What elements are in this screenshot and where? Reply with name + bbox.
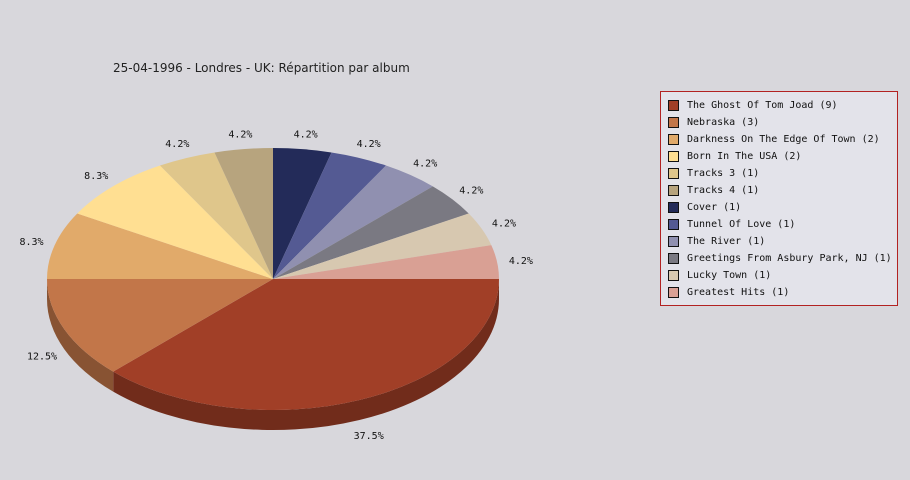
slice-percent-label-6: 4.2% xyxy=(294,129,318,140)
legend-item-8: The River (1) xyxy=(668,233,897,250)
slice-percent-label-2: 8.3% xyxy=(19,237,43,248)
slice-percent-label-3: 8.3% xyxy=(84,171,108,182)
legend-swatch-1 xyxy=(668,117,679,128)
pie-side-0 xyxy=(113,279,499,430)
legend-label-10: Lucky Town (1) xyxy=(687,270,772,281)
legend-item-3: Born In The USA (2) xyxy=(668,148,897,165)
slice-percent-label-9: 4.2% xyxy=(459,186,483,197)
legend-swatch-7 xyxy=(668,219,679,230)
legend-label-9: Greetings From Asbury Park, NJ (1) xyxy=(687,253,892,264)
slice-percent-label-0: 37.5% xyxy=(354,431,384,442)
legend-swatch-4 xyxy=(668,168,679,179)
legend-label-7: Tunnel Of Love (1) xyxy=(687,219,796,230)
legend-label-8: The River (1) xyxy=(687,236,766,247)
pie-slice-9 xyxy=(273,186,469,279)
legend-label-4: Tracks 3 (1) xyxy=(687,168,760,179)
pie-slice-1 xyxy=(47,279,273,372)
pie-slice-4 xyxy=(160,152,273,279)
slice-percent-label-10: 4.2% xyxy=(492,219,516,230)
legend-label-5: Tracks 4 (1) xyxy=(687,185,760,196)
legend-item-6: Cover (1) xyxy=(668,199,897,216)
pie-slice-11 xyxy=(273,245,499,279)
pie-slice-7 xyxy=(273,152,386,279)
slice-percent-label-11: 4.2% xyxy=(509,256,533,267)
legend-label-0: The Ghost Of Tom Joad (9) xyxy=(687,100,838,111)
legend-label-6: Cover (1) xyxy=(687,202,742,213)
pie-slice-0 xyxy=(113,279,499,411)
legend-swatch-5 xyxy=(668,185,679,196)
legend-item-1: Nebraska (3) xyxy=(668,114,897,131)
legend-swatch-3 xyxy=(668,151,679,162)
pie-slice-8 xyxy=(273,165,433,279)
legend-swatch-8 xyxy=(668,236,679,247)
legend-swatch-11 xyxy=(668,287,679,298)
slice-percent-label-7: 4.2% xyxy=(357,139,381,150)
slice-percent-label-1: 12.5% xyxy=(27,351,57,362)
pie-slice-3 xyxy=(77,165,273,279)
legend-item-7: Tunnel Of Love (1) xyxy=(668,216,897,233)
legend-item-10: Lucky Town (1) xyxy=(668,267,897,284)
chart-title: 25-04-1996 - Londres - UK: Répartition p… xyxy=(113,61,410,75)
pie-slice-10 xyxy=(273,213,492,279)
legend-label-11: Greatest Hits (1) xyxy=(687,287,790,298)
legend-item-4: Tracks 3 (1) xyxy=(668,165,897,182)
slice-percent-label-5: 4.2% xyxy=(228,129,252,140)
pie-side-1 xyxy=(47,279,114,392)
legend-label-2: Darkness On The Edge Of Town (2) xyxy=(687,134,880,145)
slice-percent-label-4: 4.2% xyxy=(165,139,189,150)
legend-item-0: The Ghost Of Tom Joad (9) xyxy=(668,97,897,114)
pie-slice-5 xyxy=(214,148,273,279)
legend-item-5: Tracks 4 (1) xyxy=(668,182,897,199)
pie-slice-6 xyxy=(273,148,332,279)
legend-swatch-10 xyxy=(668,270,679,281)
legend-label-3: Born In The USA (2) xyxy=(687,151,802,162)
legend-label-1: Nebraska (3) xyxy=(687,117,760,128)
legend-swatch-0 xyxy=(668,100,679,111)
legend-item-2: Darkness On The Edge Of Town (2) xyxy=(668,131,897,148)
chart-legend: The Ghost Of Tom Joad (9) Nebraska (3) Dar… xyxy=(660,91,898,306)
legend-swatch-6 xyxy=(668,202,679,213)
slice-percent-label-8: 4.2% xyxy=(413,158,437,169)
legend-swatch-2 xyxy=(668,134,679,145)
pie-slice-2 xyxy=(47,213,273,279)
legend-item-9: Greetings From Asbury Park, NJ (1) xyxy=(668,250,897,267)
legend-swatch-9 xyxy=(668,253,679,264)
legend-item-11: Greatest Hits (1) xyxy=(668,284,897,301)
